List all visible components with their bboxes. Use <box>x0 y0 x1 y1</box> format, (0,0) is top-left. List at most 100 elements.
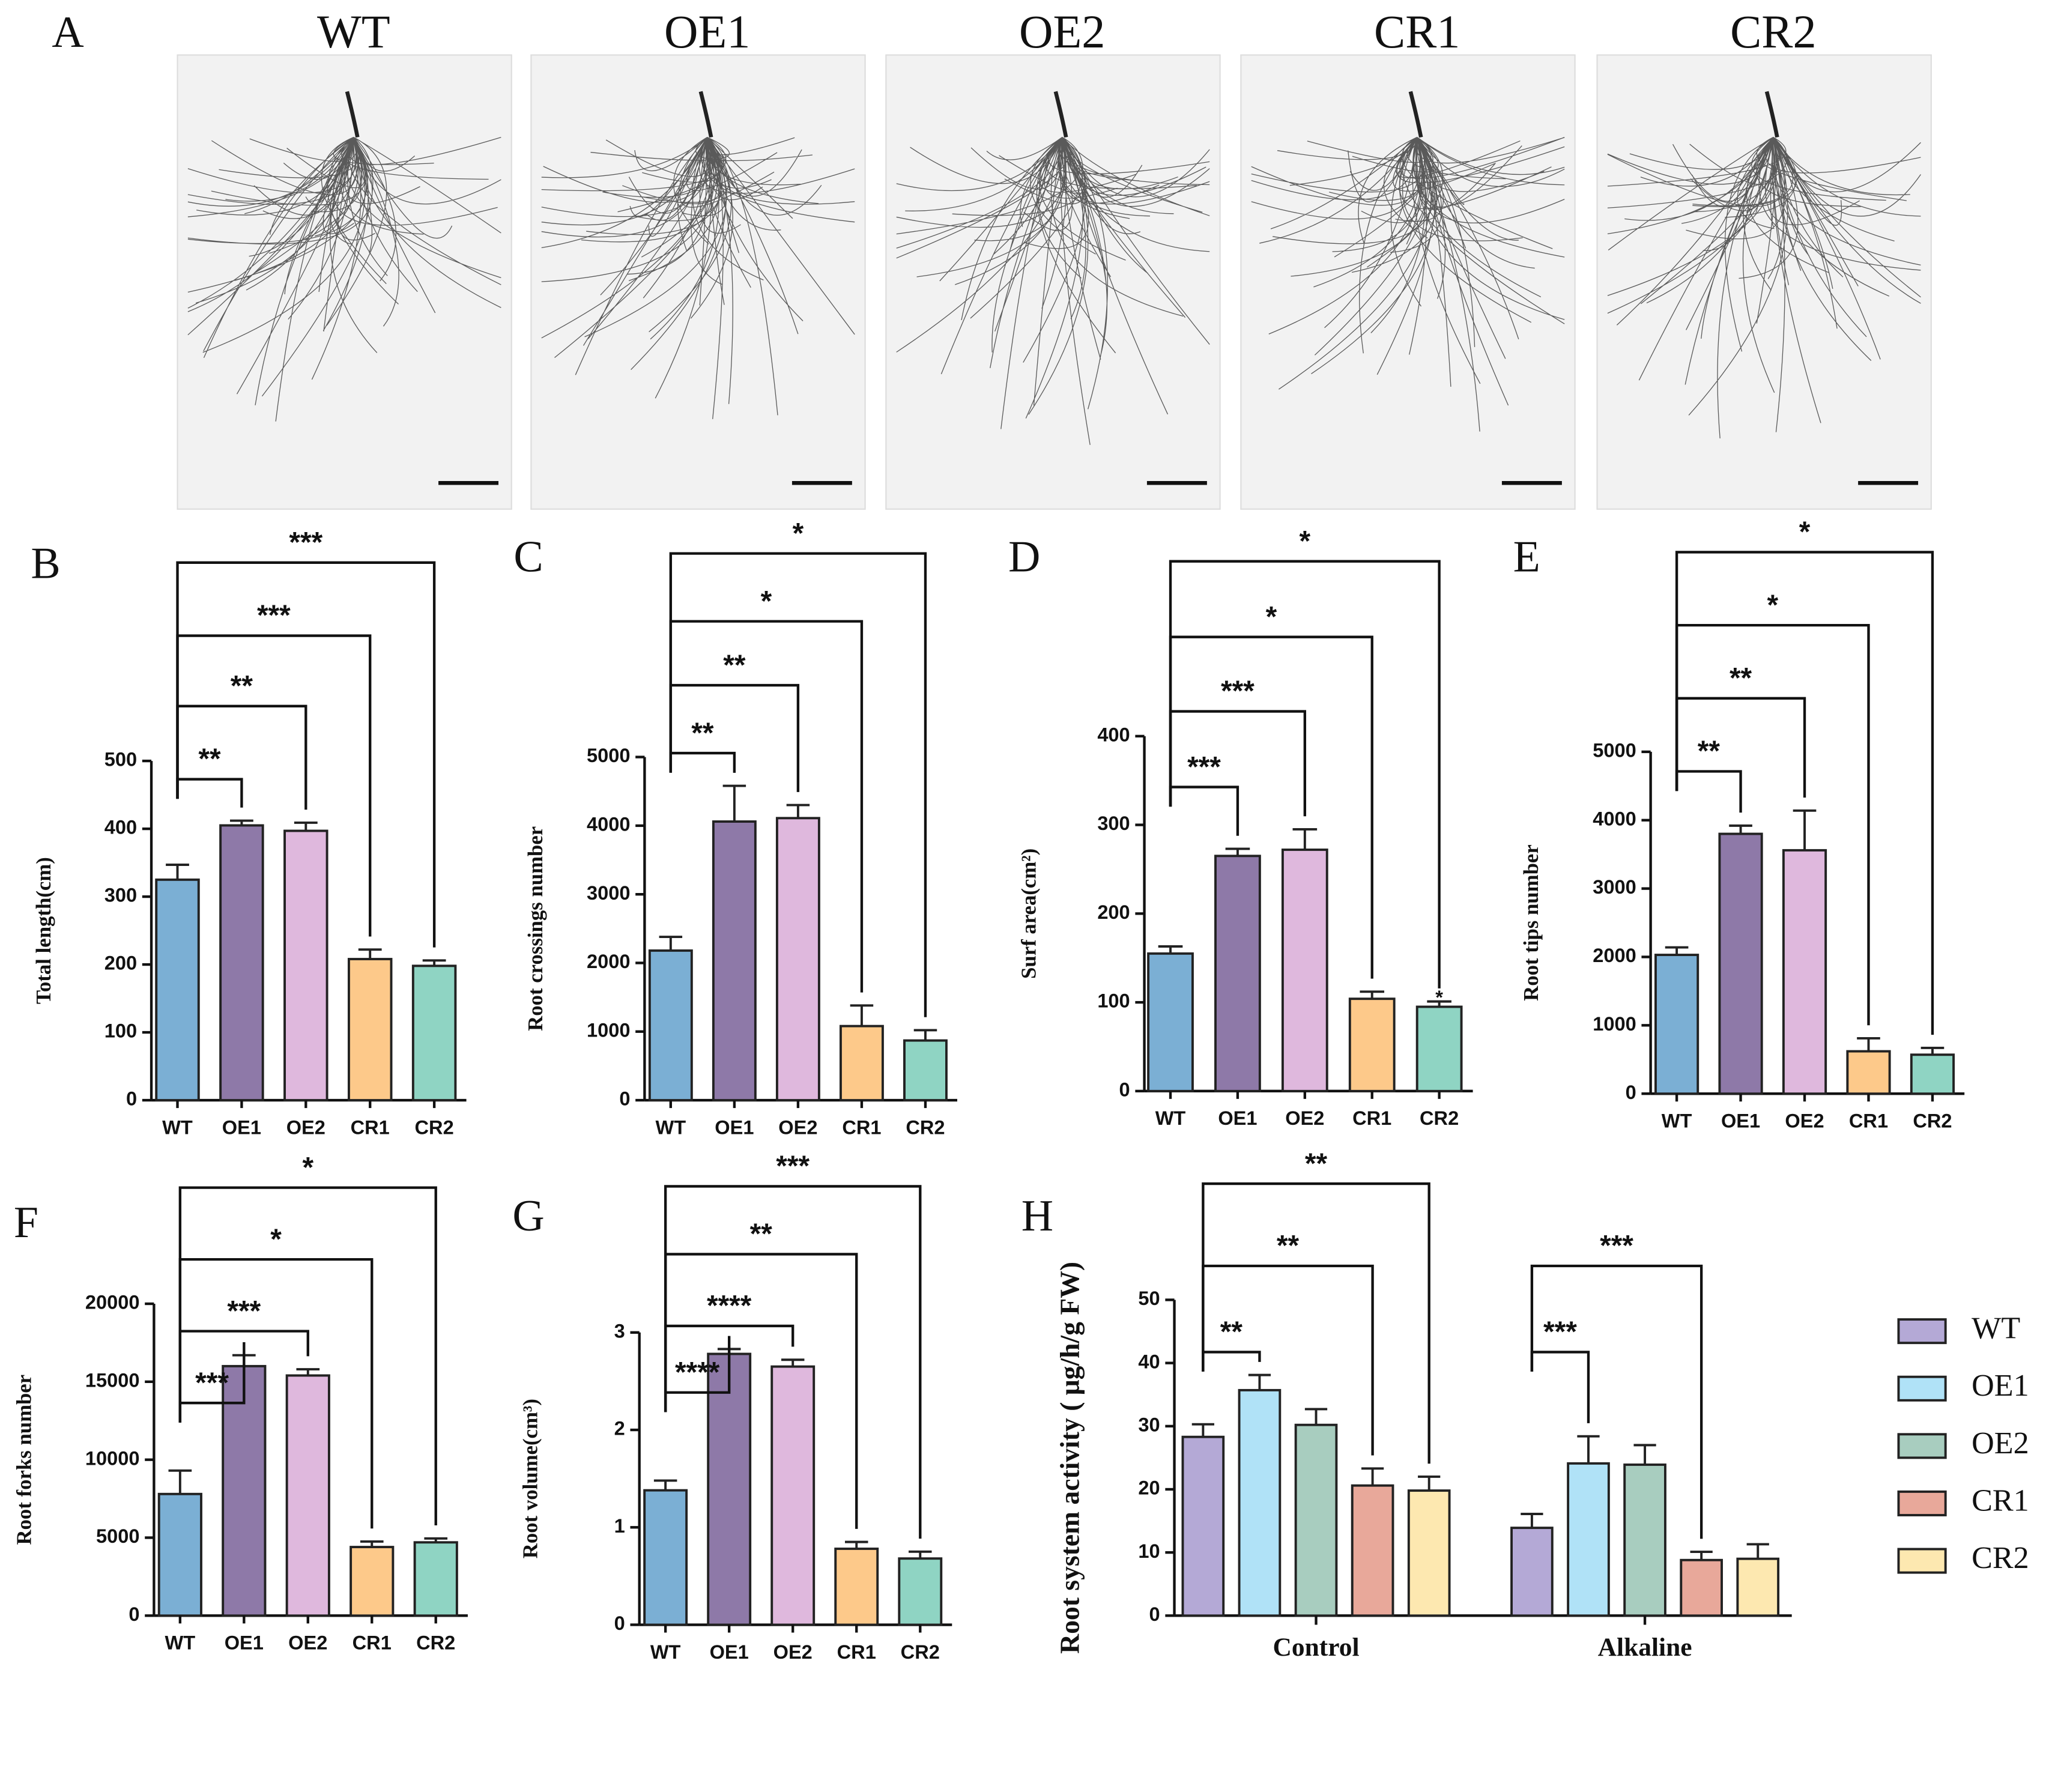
bar <box>1294 1423 1338 1617</box>
bar <box>413 1541 458 1617</box>
y-axis-label: Root volume(cm³) <box>518 1399 542 1558</box>
y-tick-label: 0 <box>1626 1081 1636 1103</box>
error-bar <box>360 1540 384 1548</box>
significance-label: * <box>270 1223 282 1255</box>
error-bar <box>1225 847 1250 856</box>
error-bar <box>424 1537 448 1543</box>
significance-label: *** <box>1221 676 1255 707</box>
root-photo <box>530 54 866 510</box>
y-tick-label: 500 <box>104 748 137 770</box>
error-bar <box>358 948 382 960</box>
bar <box>157 1492 202 1617</box>
y-tick-label: 1 <box>614 1515 625 1537</box>
error-bar <box>845 1540 868 1549</box>
x-tick-label: CR1 <box>1352 1107 1391 1129</box>
legend-label: OE1 <box>1972 1369 2029 1403</box>
panel-letter: D <box>1008 532 1040 581</box>
error-bar <box>659 936 683 951</box>
error-bar <box>1690 1551 1713 1560</box>
significance-bracket <box>1675 551 1934 1035</box>
y-tick-label: 5000 <box>96 1525 139 1547</box>
x-tick-label: OE1 <box>715 1116 754 1138</box>
significance-label: ** <box>750 1218 773 1250</box>
bar <box>707 1352 752 1626</box>
error-bar <box>1418 1475 1441 1491</box>
x-tick-label: OE2 <box>288 1632 327 1654</box>
x-tick-label: CR2 <box>901 1641 940 1663</box>
error-bar <box>1521 1513 1543 1528</box>
error-bar <box>1577 1435 1600 1464</box>
bar <box>648 949 693 1102</box>
bar <box>1736 1557 1780 1617</box>
significance-bracket <box>669 683 800 792</box>
x-tick-label: WT <box>650 1641 681 1663</box>
error-bar <box>1665 946 1689 955</box>
bar <box>219 824 264 1102</box>
error-bar <box>1793 809 1817 850</box>
root-stem <box>1764 91 1779 138</box>
y-tick-label: 10 <box>1138 1540 1160 1562</box>
bar <box>1415 1005 1463 1092</box>
bar <box>222 1364 267 1617</box>
photo-title: WT <box>317 5 390 58</box>
legend-swatch <box>1897 1433 1947 1459</box>
significance-label: * <box>302 1152 313 1184</box>
x-tick-label: CR1 <box>351 1116 390 1138</box>
bar <box>1846 1050 1891 1095</box>
bar <box>839 1025 884 1102</box>
error-bar <box>1729 824 1752 834</box>
y-axis-label: Root crossings number <box>524 826 547 1031</box>
bar <box>1623 1464 1666 1617</box>
y-tick-label: 300 <box>104 884 137 906</box>
y-axis-label: Root tips number <box>1519 844 1543 1001</box>
bar <box>283 829 328 1102</box>
x-tick-label: CR2 <box>906 1116 945 1138</box>
bar <box>411 964 457 1102</box>
significance-bracket <box>176 561 436 948</box>
bar-annotation: * <box>1435 986 1443 1008</box>
significance-label: ** <box>1220 1316 1243 1348</box>
y-tick-label: 2000 <box>587 950 630 972</box>
roots <box>1607 136 1921 438</box>
error-bar <box>1746 1543 1769 1559</box>
error-bar <box>1633 1444 1656 1465</box>
y-tick-label: 20 <box>1138 1477 1160 1499</box>
bar <box>1510 1527 1554 1617</box>
panel-letter: H <box>1021 1191 1053 1240</box>
significance-bracket <box>178 1186 437 1526</box>
y-tick-label: 400 <box>104 816 137 838</box>
significance-bracket <box>664 1185 922 1539</box>
bar <box>1147 952 1194 1092</box>
significance-label: **** <box>707 1290 752 1322</box>
photo-title: CR2 <box>1730 5 1816 58</box>
significance-label: *** <box>289 527 322 558</box>
error-bar <box>1248 1373 1271 1390</box>
panel-letter: C <box>513 532 543 581</box>
x-tick-label: WT <box>1155 1107 1186 1129</box>
bar <box>1910 1053 1955 1095</box>
y-tick-label: 3 <box>614 1319 625 1342</box>
significance-label: **** <box>675 1357 720 1388</box>
significance-label: * <box>1300 525 1311 557</box>
y-tick-label: 100 <box>1097 990 1130 1012</box>
x-tick-label: CR1 <box>353 1632 392 1654</box>
bar <box>285 1374 330 1617</box>
x-tick-label: CR2 <box>415 1116 454 1138</box>
significance-label: * <box>1266 601 1277 633</box>
significance-label: * <box>1799 516 1811 548</box>
error-bar <box>913 1029 937 1041</box>
bar <box>643 1489 688 1626</box>
significance-label: *** <box>1600 1230 1633 1262</box>
y-tick-label: 50 <box>1138 1287 1160 1309</box>
error-bar <box>1427 1000 1451 1007</box>
significance-label: ** <box>1305 1148 1328 1179</box>
y-tick-label: 20000 <box>85 1291 140 1313</box>
x-tick-label: CR1 <box>842 1116 881 1138</box>
significance-bracket <box>669 552 927 1017</box>
bar <box>1238 1388 1282 1617</box>
x-tick-label: OE2 <box>286 1116 325 1138</box>
root-stem <box>1053 91 1068 138</box>
root-stem <box>698 91 713 138</box>
x-tick-label: Control <box>1273 1633 1360 1662</box>
bar <box>898 1557 943 1626</box>
